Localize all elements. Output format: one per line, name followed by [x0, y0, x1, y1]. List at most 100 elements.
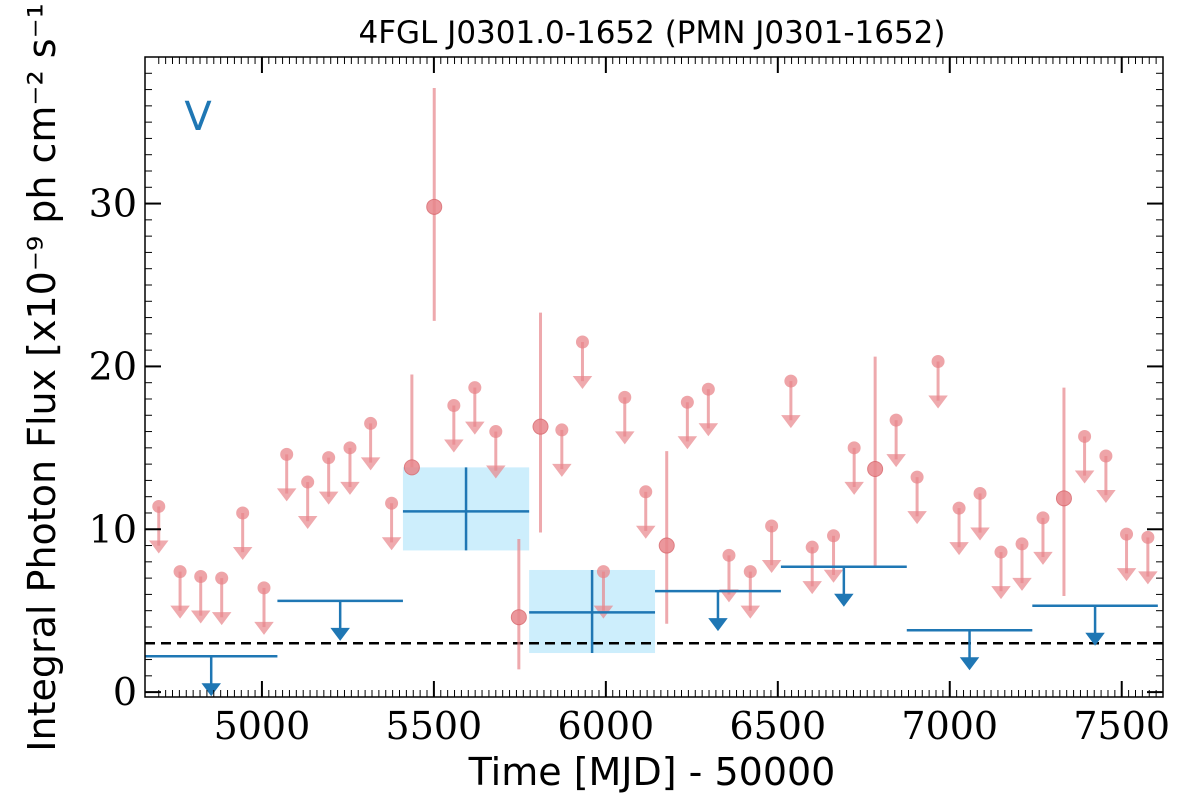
monthly-upper-limit-point	[680, 395, 694, 409]
monthly-upper-limit-point	[743, 565, 757, 579]
monthly-upper-limit-arrow	[635, 491, 656, 539]
monthly-upper-limit-arrow	[949, 508, 969, 556]
x-tick-label: 7000	[901, 704, 998, 748]
monthly-upper-limit-arrow	[677, 402, 698, 450]
monthly-upper-limit-point	[931, 355, 945, 369]
monthly-upper-limit-point	[364, 416, 378, 430]
monthly-upper-limit-point	[555, 423, 569, 437]
y-tick-label: 10	[89, 507, 137, 551]
monthly-upper-limit-point	[1099, 449, 1113, 463]
monthly-upper-limit-point	[952, 501, 966, 515]
monthly-upper-limit-point	[722, 548, 736, 562]
monthly-upper-limit-arrow	[340, 447, 360, 495]
monthly-upper-limit-point	[1036, 511, 1050, 525]
monthly-upper-limit-point	[889, 413, 903, 427]
monthly-upper-limit-point	[257, 581, 271, 595]
monthly-upper-limit-point	[194, 569, 208, 583]
monthly-upper-limit-point	[805, 540, 819, 554]
monthly-upper-limit-arrow	[190, 576, 211, 624]
monthly-upper-limit-arrow	[761, 526, 782, 574]
monthly-upper-limit-arrow	[907, 477, 927, 525]
monthly-upper-limit-arrow	[552, 429, 572, 477]
monthly-upper-limit-point	[618, 390, 632, 404]
monthly-upper-limit-arrow	[465, 387, 485, 435]
monthly-upper-limit-arrow	[740, 571, 761, 619]
monthly-upper-limit-point	[575, 335, 589, 349]
monthly-upper-limit-arrow	[991, 552, 1011, 600]
yearly-upper-limit-arrow	[708, 591, 728, 632]
monthly-upper-limit-arrow	[928, 361, 948, 409]
monthly-upper-limit-point	[910, 470, 924, 484]
monthly-upper-limit-arrow	[1012, 543, 1032, 591]
monthly-upper-limit-point	[322, 451, 336, 465]
monthly-upper-limit-point	[301, 475, 315, 489]
monthly-upper-limit-arrow	[254, 587, 274, 635]
monthly-upper-limit-point	[1141, 530, 1155, 544]
monthly-upper-limit-point	[847, 441, 861, 455]
x-axis-label: Time [MJD] - 50000	[468, 750, 836, 794]
monthly-upper-limit-point	[827, 529, 841, 543]
monthly-detection-point	[403, 459, 420, 476]
monthly-upper-limit-arrow	[360, 423, 381, 471]
monthly-upper-limit-arrow	[1138, 537, 1158, 585]
monthly-upper-limit-point	[639, 485, 653, 499]
monthly-upper-limit-point	[1078, 429, 1092, 443]
monthly-upper-limit-arrow	[572, 341, 593, 389]
monthly-upper-limit-arrow	[486, 431, 506, 479]
monthly-upper-limit-point	[973, 486, 987, 500]
monthly-upper-limit-arrow	[886, 420, 906, 468]
monthly-detection-point	[658, 537, 675, 554]
monthly-upper-limit-point	[385, 496, 399, 510]
monthly-upper-limit-point	[280, 447, 294, 461]
monthly-upper-limit-point	[701, 382, 715, 396]
monthly-upper-limit-arrow	[802, 547, 822, 595]
monthly-upper-limit-point	[784, 374, 798, 388]
monthly-detection-point	[867, 461, 884, 478]
monthly-upper-limit-arrow	[719, 555, 739, 603]
x-tick-label: 6500	[729, 704, 826, 748]
chart-title: 4FGL J0301.0-1652 (PMN J0301-1652)	[358, 15, 945, 51]
monthly-upper-limit-arrow	[844, 447, 864, 495]
monthly-upper-limit-arrow	[149, 506, 169, 554]
x-tick-label: 5000	[214, 704, 311, 748]
panel-label: V	[184, 94, 212, 140]
monthly-upper-limit-point	[765, 519, 779, 533]
y-tick-label: 30	[89, 182, 137, 226]
monthly-upper-limit-point	[489, 425, 503, 439]
monthly-detection-point	[532, 418, 549, 435]
monthly-detection-point	[426, 198, 443, 215]
monthly-upper-limit-arrow	[698, 389, 719, 437]
yearly-upper-limit-arrow	[1085, 605, 1105, 646]
x-tick-label: 6000	[557, 704, 654, 748]
x-tick-label: 5500	[386, 704, 483, 748]
yearly-upper-limit-arrow	[834, 566, 854, 607]
plot-area: 5000 5500 6000 6500 7000 7500 0 10 20 30 V	[89, 56, 1170, 748]
monthly-upper-limit-point	[173, 565, 187, 579]
monthly-upper-limit-point	[1015, 537, 1029, 551]
monthly-upper-limit-point	[343, 441, 357, 455]
monthly-upper-limit-point	[994, 545, 1008, 559]
monthly-upper-limit-point	[468, 381, 482, 395]
monthly-upper-limit-arrow	[170, 571, 190, 619]
monthly-upper-limit-point	[215, 571, 229, 585]
monthly-upper-limit-arrow	[211, 578, 232, 626]
monthly-upper-limit-arrow	[615, 397, 635, 445]
monthly-upper-limit-point	[152, 499, 166, 513]
y-tick-label: 0	[113, 670, 137, 714]
monthly-upper-limit-arrow	[276, 454, 297, 502]
monthly-upper-limit-arrow	[781, 381, 801, 429]
monthly-upper-limit-point	[236, 506, 250, 520]
monthly-upper-limit-arrow	[1096, 455, 1116, 503]
monthly-detection-point	[510, 609, 527, 626]
monthly-upper-limit-arrow	[297, 482, 318, 530]
monthly-detection-point	[1055, 490, 1072, 507]
monthly-upper-limit-arrow	[823, 535, 844, 583]
monthly-upper-limit-arrow	[1074, 436, 1095, 484]
yearly-upper-limit-arrow	[201, 656, 221, 697]
yearly-upper-limit-arrow	[959, 630, 980, 671]
y-axis-label: Integral Photon Flux [x10⁻⁹ ph cm⁻² s⁻¹]	[20, 0, 64, 752]
monthly-upper-limit-arrow	[970, 493, 990, 541]
monthly-upper-limit-arrow	[232, 512, 253, 560]
monthly-upper-limit-arrow	[381, 503, 402, 551]
